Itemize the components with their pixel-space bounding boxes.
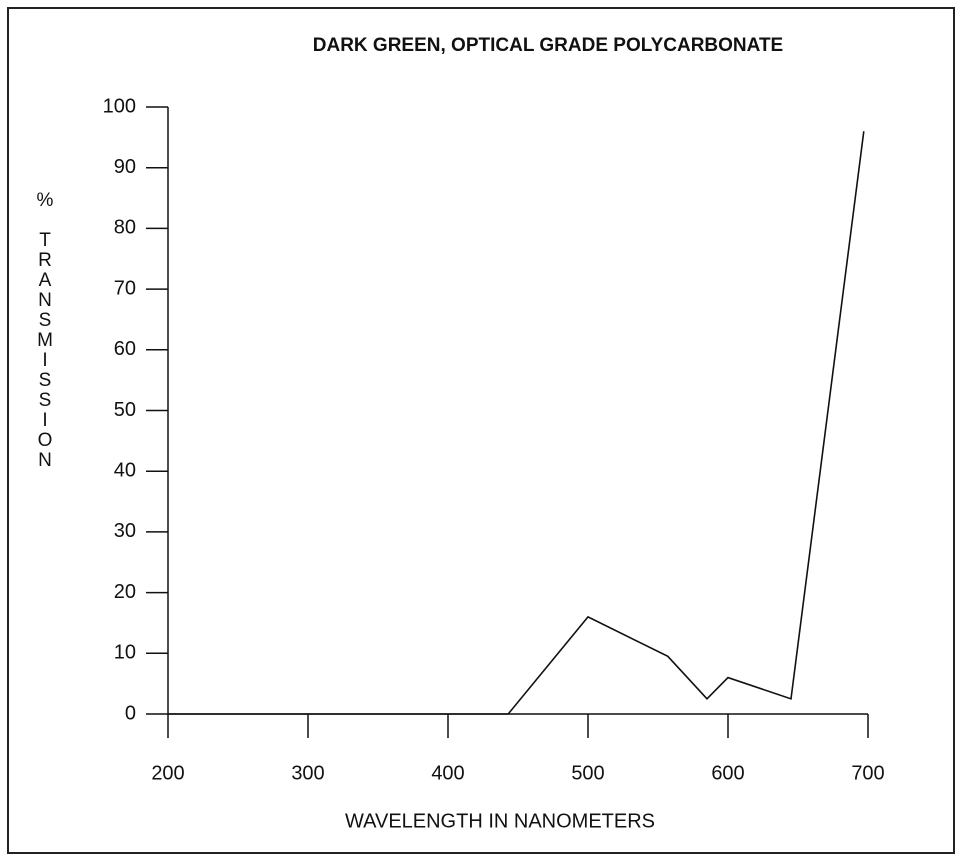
x-tick-label: 400	[431, 762, 464, 784]
y-tick-label: 20	[114, 581, 136, 603]
y-tick-label: 10	[114, 642, 136, 664]
y-tick-label: 30	[114, 520, 136, 542]
y-tick-label: 70	[114, 277, 136, 299]
y-tick-label: 60	[114, 338, 136, 360]
x-tick-label: 600	[711, 762, 744, 784]
y-tick-label: 90	[114, 156, 136, 178]
y-tick-label: 80	[114, 217, 136, 239]
x-tick-label: 700	[851, 762, 884, 784]
y-axis-label: % TRANSMISSION	[35, 190, 56, 470]
x-tick-label: 300	[291, 762, 324, 784]
x-tick-label: 200	[151, 762, 184, 784]
y-tick-label: 100	[103, 95, 136, 117]
y-tick-label: 0	[125, 702, 136, 724]
data-line	[168, 131, 865, 715]
y-tick-label: 50	[114, 399, 136, 421]
x-axis-label: WAVELENGTH IN NANOMETERS	[345, 810, 655, 832]
x-tick-label: 500	[571, 762, 604, 784]
frame	[7, 7, 955, 854]
chart-title: DARK GREEN, OPTICAL GRADE POLYCARBONATE	[313, 35, 783, 56]
y-tick-label: 40	[114, 459, 136, 481]
